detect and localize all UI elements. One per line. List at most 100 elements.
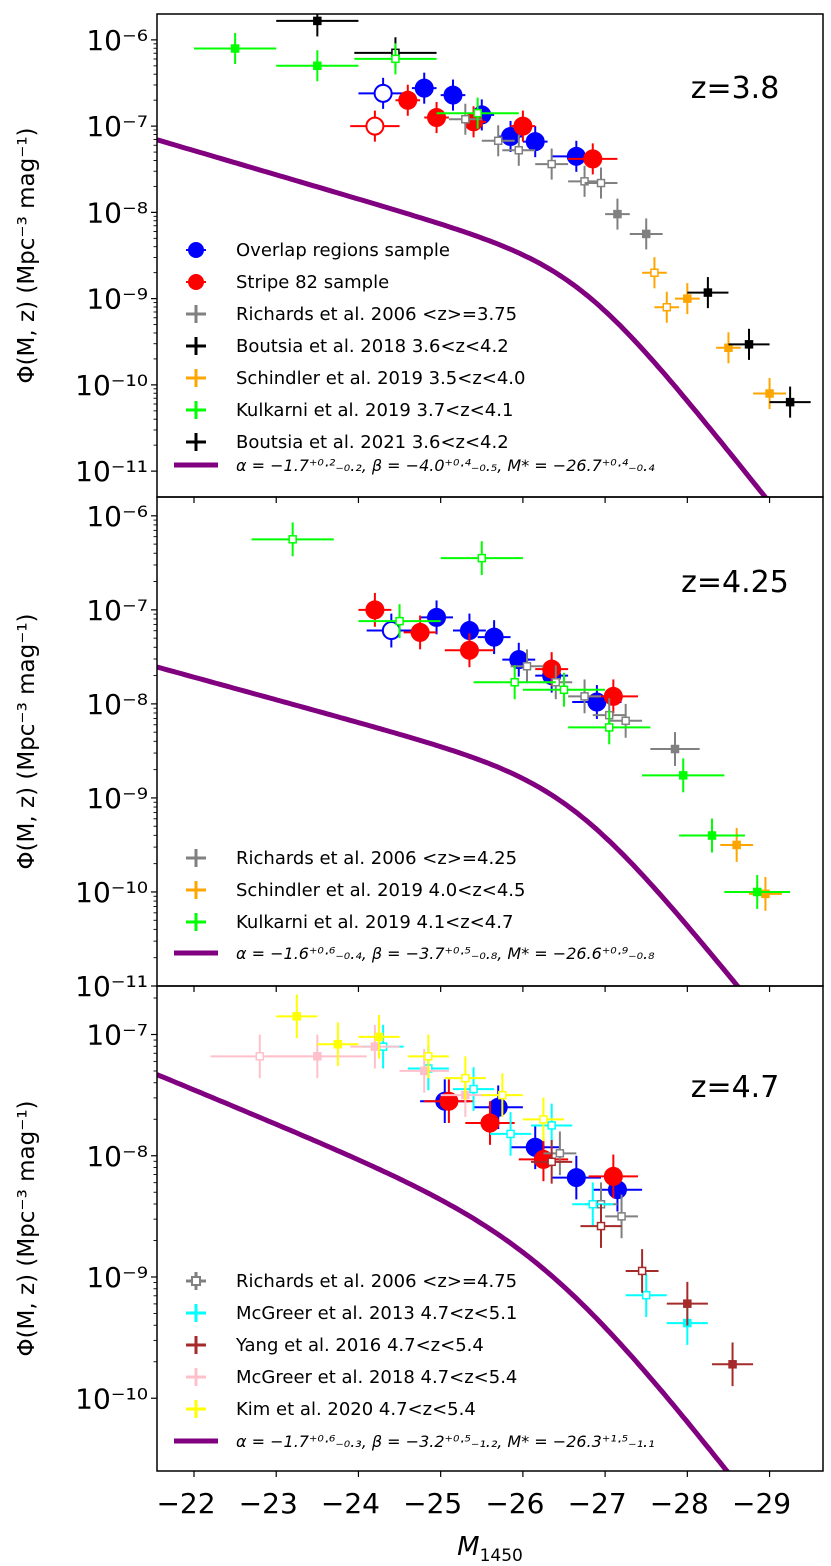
series-4 bbox=[251, 522, 791, 909]
y-tick-label: 10⁻⁹ bbox=[86, 1261, 148, 1294]
data-point bbox=[444, 1056, 486, 1100]
y-tick-label: 10⁻⁷ bbox=[86, 594, 148, 627]
x-axis-label: M1450 bbox=[457, 1532, 523, 1566]
fit-curve bbox=[157, 664, 741, 986]
data-point bbox=[716, 332, 741, 364]
svg-text:α = −1.6⁺⁰·⁶₋₀.₄, β = −3.7⁺⁰·⁵: α = −1.6⁺⁰·⁶₋₀.₄, β = −3.7⁺⁰·⁵₋₀.₈, M* =… bbox=[236, 944, 655, 963]
y-tick-label: 10⁻⁷ bbox=[86, 1019, 148, 1052]
svg-text:Richards et al. 2006 <z>=4.75: Richards et al. 2006 <z>=4.75 bbox=[236, 1271, 517, 1292]
x-tick-label: −23 bbox=[239, 1487, 298, 1520]
data-point bbox=[440, 541, 523, 576]
y-tick-label: 10⁻¹¹ bbox=[75, 970, 148, 1003]
svg-text:Kulkarni et al. 2019 3.7<z<4.1: Kulkarni et al. 2019 3.7<z<4.1 bbox=[236, 400, 513, 421]
data-point bbox=[728, 328, 770, 360]
data-point bbox=[453, 1067, 495, 1111]
redshift-label: z=4.7 bbox=[691, 1070, 780, 1105]
legend-entry: Kulkarni et al. 2019 3.7<z<4.1 bbox=[186, 400, 513, 421]
x-tick-label: −22 bbox=[156, 1487, 215, 1520]
series-6 bbox=[276, 994, 564, 1142]
data-point bbox=[568, 710, 651, 745]
data-point bbox=[251, 522, 334, 557]
redshift-label: z=4.25 bbox=[681, 565, 789, 600]
plot-frame bbox=[156, 985, 824, 1472]
data-point bbox=[543, 1131, 577, 1176]
data-point bbox=[679, 818, 745, 853]
data-point bbox=[481, 1073, 523, 1117]
legend-entry: Schindler et al. 2019 4.0<z<4.5 bbox=[186, 880, 526, 901]
data-point bbox=[666, 1281, 708, 1326]
fit-curve bbox=[157, 1072, 731, 1471]
x-tick-label: −29 bbox=[732, 1487, 791, 1520]
data-point bbox=[753, 377, 786, 410]
series-2 bbox=[510, 649, 700, 766]
panel-2: 10⁻⁶ 10⁻⁷ 10⁻⁸ 10⁻⁹ 10⁻¹⁰ 10⁻¹¹ Φ(M, z) (Mpc⁻³… bbox=[14, 496, 824, 1003]
series-5 bbox=[194, 32, 519, 129]
data-point bbox=[720, 828, 754, 862]
svg-text:Schindler et al. 2019 4.0<z<4.: Schindler et al. 2019 4.0<z<4.5 bbox=[236, 880, 526, 901]
data-point bbox=[650, 732, 700, 766]
svg-text:Overlap regions sample: Overlap regions sample bbox=[236, 240, 450, 261]
svg-text:Boutsia et al. 2021 3.6<z<4.2: Boutsia et al. 2021 3.6<z<4.2 bbox=[236, 432, 509, 453]
data-point bbox=[531, 1139, 573, 1184]
svg-text:Boutsia et al. 2018 3.6<z<4.2: Boutsia et al. 2018 3.6<z<4.2 bbox=[236, 336, 509, 357]
svg-text:α = −1.7⁺⁰·⁶₋₀.₃, β = −3.2⁺⁰·⁵: α = −1.7⁺⁰·⁶₋₀.₃, β = −3.2⁺⁰·⁵₋₁.₂, M* =… bbox=[236, 1432, 655, 1451]
y-axis-label: Φ(M, z) (Mpc⁻³ mag⁻¹) bbox=[14, 613, 40, 869]
y-tick-label: 10⁻⁹ bbox=[86, 283, 148, 316]
svg-text:Richards et al. 2006 <z>=4.25: Richards et al. 2006 <z>=4.25 bbox=[236, 848, 517, 869]
data-point bbox=[502, 642, 536, 677]
data-point bbox=[712, 1342, 754, 1387]
y-tick-label: 10⁻⁷ bbox=[86, 110, 148, 143]
data-point bbox=[424, 101, 449, 134]
data-point bbox=[769, 386, 811, 418]
legend-entry: Yang et al. 2016 4.7<z<5.4 bbox=[186, 1335, 484, 1356]
legend-entry: McGreer et al. 2018 4.7<z<5.4 bbox=[186, 1367, 517, 1388]
data-point bbox=[625, 1273, 667, 1318]
svg-text:Yang et al. 2016 4.7<z<5.4: Yang et al. 2016 4.7<z<5.4 bbox=[235, 1335, 484, 1356]
legend-fit: α = −1.7⁺⁰·⁶₋₀.₃, β = −3.2⁺⁰·⁵₋₁.₂, M* =… bbox=[174, 1432, 655, 1451]
data-point bbox=[440, 79, 466, 111]
data-point bbox=[724, 875, 791, 909]
data-point bbox=[522, 1097, 564, 1142]
data-point bbox=[477, 620, 511, 655]
data-point bbox=[436, 97, 519, 129]
y-tick-label: 10⁻¹⁰ bbox=[75, 876, 148, 909]
data-point bbox=[276, 994, 318, 1039]
data-point bbox=[535, 148, 569, 180]
legend-entry: Richards et al. 2006 <z>=4.75 bbox=[186, 1271, 517, 1292]
data-point bbox=[588, 1154, 638, 1199]
data-point bbox=[502, 134, 536, 166]
data-point bbox=[358, 604, 441, 639]
x-tick-label: −28 bbox=[650, 1487, 709, 1520]
data-point bbox=[605, 1194, 638, 1239]
svg-text:Kulkarni et al. 2019 4.1<z<4.7: Kulkarni et al. 2019 4.1<z<4.7 bbox=[236, 912, 513, 933]
svg-text:Kim et al. 2020 4.7<z<5.4: Kim et al. 2020 4.7<z<5.4 bbox=[236, 1399, 476, 1420]
legend-entry: Stripe 82 sample bbox=[186, 272, 389, 293]
x-tick-label: −25 bbox=[403, 1487, 462, 1520]
y-tick-label: 10⁻⁹ bbox=[86, 782, 148, 815]
x-tick-label: −27 bbox=[568, 1487, 627, 1520]
legend-entry: Overlap regions sample bbox=[186, 240, 450, 261]
y-tick-label: 10⁻¹⁰ bbox=[75, 369, 148, 402]
panel-1: 10⁻⁶ 10⁻⁷ 10⁻⁸ 10⁻⁹ 10⁻¹⁰ 10⁻¹¹ Φ(M, z) (Mpc⁻³… bbox=[14, 13, 824, 503]
svg-text:Richards et al. 2006 <z>=3.75: Richards et al. 2006 <z>=3.75 bbox=[236, 304, 517, 325]
legend-entry: Kulkarni et al. 2019 4.1<z<4.7 bbox=[186, 912, 513, 933]
data-point bbox=[522, 672, 606, 707]
series-4 bbox=[531, 1139, 754, 1387]
y-tick-label: 10⁻⁸ bbox=[86, 196, 148, 229]
legend-entry: McGreer et al. 2013 4.7<z<5.1 bbox=[186, 1303, 517, 1324]
data-point bbox=[654, 291, 680, 323]
data-point bbox=[276, 14, 359, 37]
y-axis-label: Φ(M, z) (Mpc⁻³ mag⁻¹) bbox=[14, 127, 40, 383]
fit-curve bbox=[157, 137, 769, 497]
series-0 bbox=[366, 600, 622, 719]
y-tick-label: 10⁻⁸ bbox=[86, 1140, 148, 1173]
svg-text:Stripe 82 sample: Stripe 82 sample bbox=[236, 272, 389, 293]
svg-text:McGreer et al. 2018 4.7<z<5.4: McGreer et al. 2018 4.7<z<5.4 bbox=[236, 1367, 517, 1388]
legend-entry: Boutsia et al. 2021 3.6<z<4.2 bbox=[186, 432, 509, 453]
data-point bbox=[531, 1103, 573, 1148]
data-point bbox=[642, 257, 667, 289]
legend-entry: Kim et al. 2020 4.7<z<5.4 bbox=[186, 1399, 476, 1420]
panel-3: 10⁻⁷ 10⁻⁸ 10⁻⁹ 10⁻¹⁰ Φ(M, z) (Mpc⁻³ mag⁻¹) z=… bbox=[14, 985, 824, 1477]
data-point bbox=[568, 165, 601, 197]
